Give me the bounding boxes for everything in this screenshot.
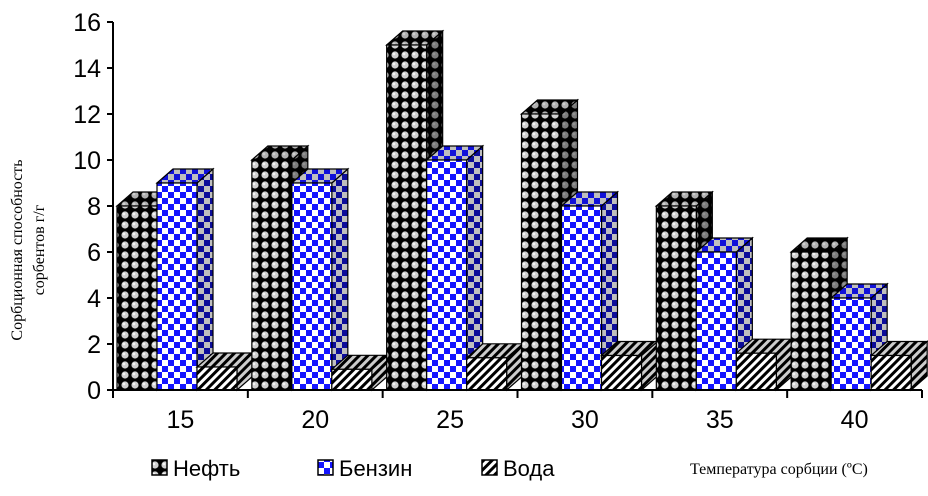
bar-Бензин-20 — [290, 167, 350, 392]
bar-front — [291, 182, 333, 391]
legend-item-Вода: Вода — [481, 456, 555, 481]
x-axis-title: Температура сорбции (ºС) — [690, 461, 868, 478]
y-tick-label: 0 — [87, 377, 101, 405]
x-tick-label: 35 — [706, 406, 734, 434]
legend-swatch — [317, 459, 334, 476]
bar-Вода-40 — [869, 340, 928, 392]
legend-item-Бензин: Бензин — [317, 456, 412, 481]
legend-label: Нефть — [173, 456, 240, 481]
y-tick-label: 12 — [73, 101, 101, 129]
x-tick-label: 25 — [436, 406, 464, 434]
bar-front — [196, 366, 238, 391]
x-tick-label: 30 — [571, 406, 599, 434]
ticks-layer: 0 2 4 6 8 10 12 14 16 15 20 25 30 35 40 — [73, 9, 923, 434]
bar-front — [695, 251, 737, 391]
bar-front — [251, 159, 293, 391]
bar-Бензин-30 — [559, 190, 620, 392]
y-tick-label: 6 — [87, 239, 101, 267]
bar-front — [735, 352, 777, 391]
bar-front — [655, 205, 697, 391]
bar-Бензин-25 — [425, 144, 485, 392]
legend: Нефть Бензин Вода — [151, 456, 555, 481]
y-tick-label: 10 — [73, 147, 101, 175]
y-axis-title-line-2: сорбентов г/г — [31, 204, 48, 295]
y-tick-label: 16 — [73, 9, 101, 37]
y-axis-title-line-1: Сорбционная способность — [9, 159, 26, 340]
bar-front — [426, 159, 468, 391]
bar-front — [386, 44, 428, 391]
bar-Вода-35 — [734, 337, 794, 392]
bar-front — [156, 182, 198, 391]
bar-Вода-20 — [330, 353, 390, 392]
legend-label: Бензин — [339, 456, 412, 481]
bar-front — [790, 251, 832, 391]
bar-front — [830, 297, 872, 391]
bar-Вода-30 — [599, 340, 660, 392]
y-tick-label: 8 — [87, 193, 101, 221]
bar-front — [520, 113, 563, 391]
x-tick-label: 15 — [167, 406, 195, 434]
bar-Бензин-15 — [155, 167, 215, 392]
legend-item-Нефть: Нефть — [151, 456, 240, 481]
y-tick-label: 4 — [87, 285, 101, 313]
bar-front — [331, 368, 373, 391]
legend-label: Вода — [503, 456, 555, 481]
legend-swatch — [151, 459, 168, 476]
y-tick-label: 14 — [73, 55, 101, 83]
bar-front — [600, 354, 643, 391]
legend-swatch — [481, 459, 498, 476]
y-tick-label: 2 — [87, 331, 101, 359]
y-axis-title: Сорбционная способность сорбентов г/г — [9, 159, 48, 340]
x-tick-label: 40 — [841, 406, 869, 434]
bar-front — [116, 205, 158, 391]
bar-front — [560, 205, 603, 391]
bar-front — [466, 357, 508, 391]
bars-layer — [115, 29, 928, 392]
bar-Вода-25 — [465, 342, 525, 392]
x-tick-label: 20 — [301, 406, 329, 434]
bar-front — [870, 354, 912, 391]
